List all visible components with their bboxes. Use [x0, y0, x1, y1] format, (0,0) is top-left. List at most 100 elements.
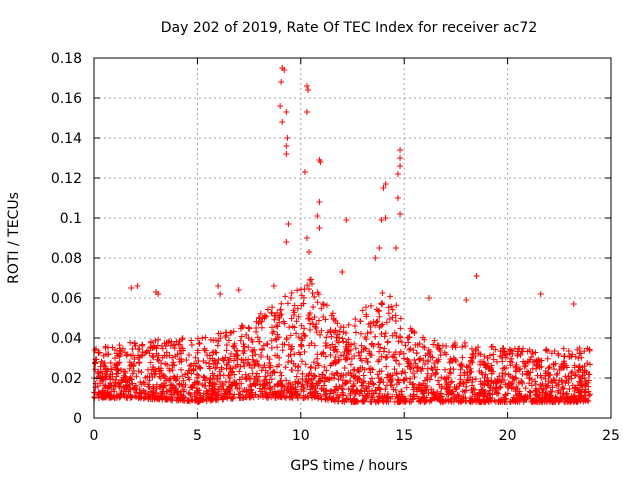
roti-point — [295, 334, 302, 341]
roti-point — [528, 354, 535, 361]
roti-point — [392, 349, 399, 356]
roti-point — [157, 375, 164, 382]
roti-peak-point — [155, 291, 162, 297]
roti-point — [363, 355, 370, 362]
roti-point — [263, 394, 270, 401]
roti-point — [498, 397, 505, 404]
roti-point — [327, 328, 334, 335]
roti-point — [254, 380, 261, 387]
roti-point — [124, 351, 131, 358]
roti-point — [522, 385, 529, 392]
roti-point — [126, 376, 133, 383]
roti-point — [300, 300, 307, 307]
roti-point — [220, 372, 227, 379]
roti-point — [203, 387, 210, 394]
roti-point — [150, 366, 157, 373]
roti-peak-point — [304, 83, 311, 89]
roti-point — [300, 294, 307, 301]
roti-point — [397, 315, 404, 322]
roti-point — [95, 389, 102, 396]
roti-point — [416, 340, 423, 347]
roti-point — [333, 334, 340, 341]
roti-peak-point — [382, 181, 389, 187]
roti-point — [418, 367, 425, 374]
roti-point — [561, 358, 568, 365]
roti-point — [431, 337, 438, 344]
roti-point — [285, 342, 292, 349]
roti-point — [469, 398, 476, 405]
roti-point — [277, 377, 284, 384]
roti-point — [382, 386, 389, 393]
roti-point — [176, 381, 183, 388]
roti-point — [195, 372, 202, 379]
roti-peak-point — [339, 269, 346, 275]
roti-point — [578, 379, 585, 386]
roti-point — [527, 356, 534, 363]
roti-point — [394, 395, 401, 402]
roti-point — [446, 369, 453, 376]
roti-point — [223, 347, 230, 354]
roti-point — [507, 362, 514, 369]
roti-point — [337, 324, 344, 331]
roti-point — [485, 365, 492, 372]
roti-point — [262, 373, 269, 380]
roti-point — [351, 323, 358, 330]
roti-point — [174, 389, 181, 396]
roti-point — [288, 290, 295, 297]
roti-point — [210, 361, 217, 368]
roti-point — [286, 324, 293, 331]
roti-point — [398, 388, 405, 395]
roti-point — [407, 392, 414, 399]
roti-point — [416, 356, 423, 363]
roti-point — [384, 339, 391, 346]
roti-point — [228, 395, 235, 402]
roti-point — [327, 362, 334, 369]
roti-point — [142, 394, 149, 401]
roti-peak-point — [397, 163, 404, 169]
roti-point — [144, 373, 151, 380]
roti-point — [457, 398, 464, 405]
roti-peak-point — [279, 119, 286, 125]
roti-point — [301, 348, 308, 355]
roti-point — [479, 387, 486, 394]
roti-point — [239, 394, 246, 401]
roti-point — [145, 366, 152, 373]
roti-point — [128, 361, 135, 368]
roti-point — [323, 367, 330, 374]
roti-point — [402, 342, 409, 349]
roti-point — [136, 394, 143, 401]
roti-point — [216, 368, 223, 375]
roti-point — [99, 388, 106, 395]
roti-point — [576, 373, 583, 380]
roti-point — [295, 363, 302, 370]
roti-point — [445, 374, 452, 381]
roti-point — [513, 361, 520, 368]
roti-point — [271, 316, 278, 323]
roti-point — [307, 310, 314, 317]
roti-point — [466, 362, 473, 369]
roti-point — [410, 380, 417, 387]
roti-point — [308, 383, 315, 390]
roti-point — [412, 342, 419, 349]
roti-point — [159, 354, 166, 361]
roti-point — [285, 353, 292, 360]
roti-point — [293, 330, 300, 337]
roti-point — [267, 386, 274, 393]
roti-point — [364, 358, 371, 365]
roti-point — [305, 394, 312, 401]
roti-point — [170, 359, 177, 366]
roti-point — [356, 352, 363, 359]
roti-point — [196, 339, 203, 346]
roti-point — [113, 350, 120, 357]
roti-point — [224, 389, 231, 396]
roti-point — [194, 347, 201, 354]
roti-point — [115, 380, 122, 387]
roti-point — [289, 367, 296, 374]
roti-point — [318, 327, 325, 334]
roti-point — [435, 356, 442, 363]
roti-point — [507, 347, 514, 354]
roti-point — [509, 396, 516, 403]
roti-point — [248, 389, 255, 396]
roti-point — [406, 379, 413, 386]
roti-point — [477, 391, 484, 398]
